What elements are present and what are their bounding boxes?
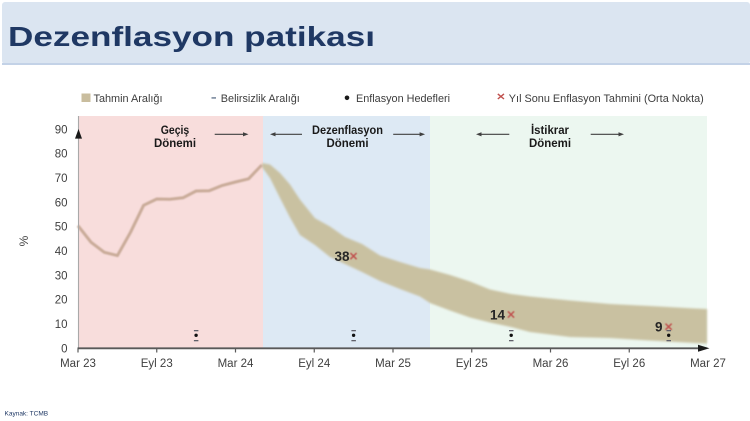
svg-text:Dönemi: Dönemi — [154, 136, 196, 150]
svg-text:Eyl 24: Eyl 24 — [298, 358, 331, 370]
svg-text:Yıl Sonu Enflasyon Tahmini (Or: Yıl Sonu Enflasyon Tahmini (Orta Nokta) — [509, 93, 704, 105]
svg-text:Mar 24: Mar 24 — [218, 358, 254, 370]
svg-text:Dezenflasyon patikası: Dezenflasyon patikası — [8, 21, 375, 52]
svg-text:14: 14 — [490, 307, 506, 322]
svg-text:90: 90 — [55, 124, 68, 136]
svg-text:Eyl 23: Eyl 23 — [141, 358, 173, 370]
svg-text:Mar 23: Mar 23 — [60, 358, 96, 370]
svg-text:50: 50 — [55, 222, 68, 234]
svg-text:Mar 27: Mar 27 — [690, 358, 726, 370]
svg-text:10: 10 — [55, 319, 68, 331]
svg-text:Eyl 26: Eyl 26 — [613, 358, 645, 370]
svg-text:Mar 26: Mar 26 — [533, 358, 569, 370]
svg-text:Belirsizlik Aralığı: Belirsizlik Aralığı — [221, 93, 300, 105]
svg-text:70: 70 — [55, 173, 68, 185]
svg-text:Kaynak: TCMB: Kaynak: TCMB — [5, 411, 49, 418]
svg-text:30: 30 — [55, 270, 68, 282]
svg-text:20: 20 — [55, 295, 68, 307]
svg-text:0: 0 — [61, 343, 67, 355]
svg-text:Dönemi: Dönemi — [529, 136, 571, 150]
svg-text:Dezenflasyon: Dezenflasyon — [312, 123, 383, 137]
svg-text:%: % — [17, 235, 31, 246]
svg-text:Mar 25: Mar 25 — [375, 358, 411, 370]
svg-text:Dönemi: Dönemi — [327, 136, 369, 150]
svg-text:40: 40 — [55, 246, 68, 258]
svg-text:İstikrar: İstikrar — [531, 122, 569, 137]
svg-text:Enflasyon Hedefleri: Enflasyon Hedefleri — [356, 93, 450, 105]
svg-text:9: 9 — [655, 319, 663, 334]
svg-text:Tahmin Aralığı: Tahmin Aralığı — [94, 93, 163, 105]
svg-text:60: 60 — [55, 197, 68, 209]
svg-text:Geçiş: Geçiş — [161, 123, 190, 137]
svg-text:38: 38 — [334, 249, 350, 264]
svg-text:Eyl 25: Eyl 25 — [456, 358, 488, 370]
svg-text:80: 80 — [55, 149, 68, 161]
